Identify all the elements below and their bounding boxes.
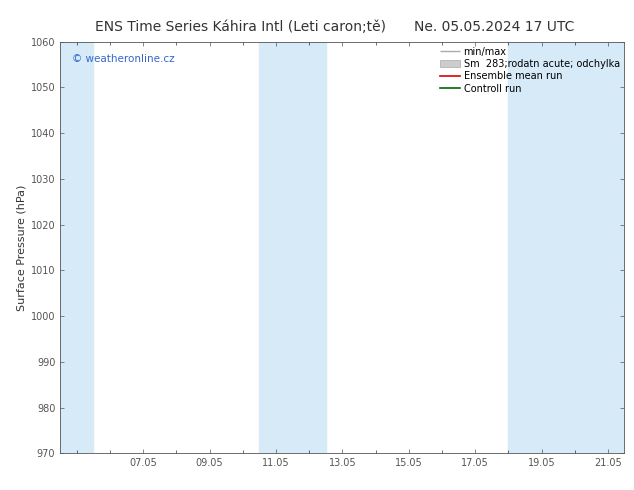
Bar <box>508 42 541 453</box>
Text: Ne. 05.05.2024 17 UTC: Ne. 05.05.2024 17 UTC <box>415 20 574 34</box>
Text: © weatheronline.cz: © weatheronline.cz <box>72 54 174 64</box>
Legend: min/max, Sm  283;rodatn acute; odchylka, Ensemble mean run, Controll run: min/max, Sm 283;rodatn acute; odchylka, … <box>438 45 621 96</box>
Bar <box>292 42 326 453</box>
Text: ENS Time Series Káhira Intl (Leti caron;tě): ENS Time Series Káhira Intl (Leti caron;… <box>96 20 386 34</box>
Bar <box>60 42 93 453</box>
Bar <box>541 42 624 453</box>
Bar <box>259 42 292 453</box>
Y-axis label: Surface Pressure (hPa): Surface Pressure (hPa) <box>16 184 27 311</box>
